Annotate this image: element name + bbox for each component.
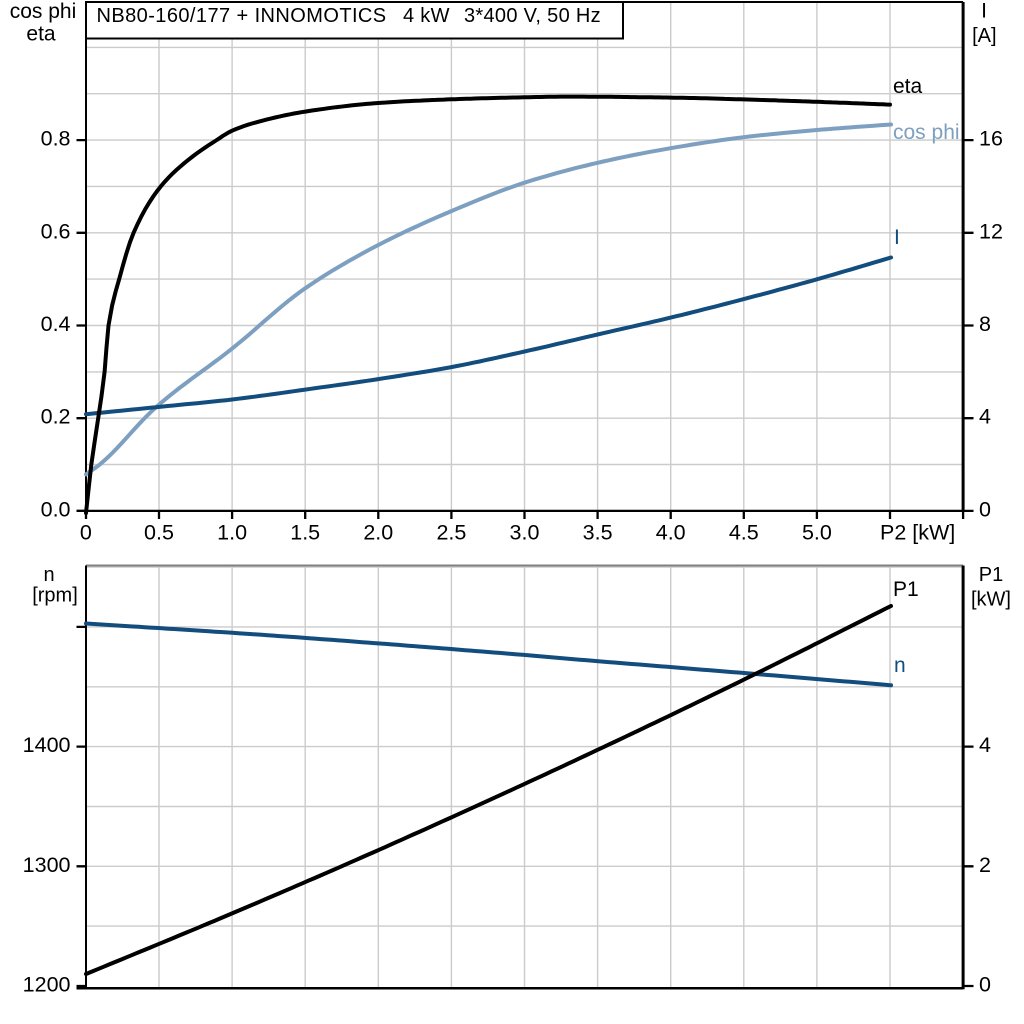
svg-text:1300: 1300 (23, 853, 71, 877)
svg-text:n: n (43, 564, 54, 586)
svg-text:[rpm]: [rpm] (32, 585, 78, 607)
svg-text:1200: 1200 (23, 973, 71, 997)
svg-text:P1: P1 (893, 578, 919, 601)
svg-text:n: n (894, 654, 906, 677)
svg-text:0.6: 0.6 (41, 219, 71, 243)
svg-text:eta: eta (26, 23, 56, 46)
svg-text:0: 0 (979, 973, 991, 997)
svg-text:0.8: 0.8 (41, 127, 71, 151)
svg-text:3.5: 3.5 (583, 521, 613, 545)
svg-text:0: 0 (80, 521, 92, 545)
svg-text:eta: eta (893, 75, 923, 98)
svg-text:4: 4 (979, 733, 991, 757)
svg-text:2: 2 (979, 853, 991, 877)
svg-text:3*400 V, 50 Hz: 3*400 V, 50 Hz (464, 5, 601, 27)
svg-text:4.5: 4.5 (729, 521, 759, 545)
svg-text:[kW]: [kW] (971, 589, 1011, 611)
svg-text:3.0: 3.0 (510, 521, 540, 545)
svg-text:1.5: 1.5 (290, 521, 320, 545)
svg-text:NB80-160/177 + INNOMOTICS: NB80-160/177 + INNOMOTICS (97, 5, 387, 27)
svg-text:16: 16 (979, 127, 1003, 151)
svg-text:2.5: 2.5 (436, 521, 466, 545)
svg-text:1400: 1400 (23, 733, 71, 757)
svg-text:0.4: 0.4 (41, 312, 71, 336)
svg-text:1.0: 1.0 (217, 521, 247, 545)
svg-text:[A]: [A] (972, 25, 996, 47)
svg-text:12: 12 (979, 219, 1003, 243)
svg-text:5.0: 5.0 (802, 521, 832, 545)
svg-text:4.0: 4.0 (656, 521, 686, 545)
svg-text:P2 [kW]: P2 [kW] (880, 521, 955, 545)
svg-text:0.0: 0.0 (41, 497, 71, 521)
svg-text:2.0: 2.0 (363, 521, 393, 545)
svg-text:I: I (894, 226, 900, 249)
svg-text:8: 8 (979, 312, 991, 336)
svg-text:cos phi: cos phi (893, 121, 960, 144)
svg-text:I: I (981, 0, 987, 23)
svg-text:4: 4 (979, 405, 991, 429)
svg-text:0.2: 0.2 (41, 405, 71, 429)
svg-text:cos phi: cos phi (10, 0, 77, 23)
svg-text:4 kW: 4 kW (403, 5, 450, 27)
svg-text:0.5: 0.5 (144, 521, 174, 545)
svg-text:0: 0 (979, 497, 991, 521)
svg-text:P1: P1 (979, 564, 1003, 586)
